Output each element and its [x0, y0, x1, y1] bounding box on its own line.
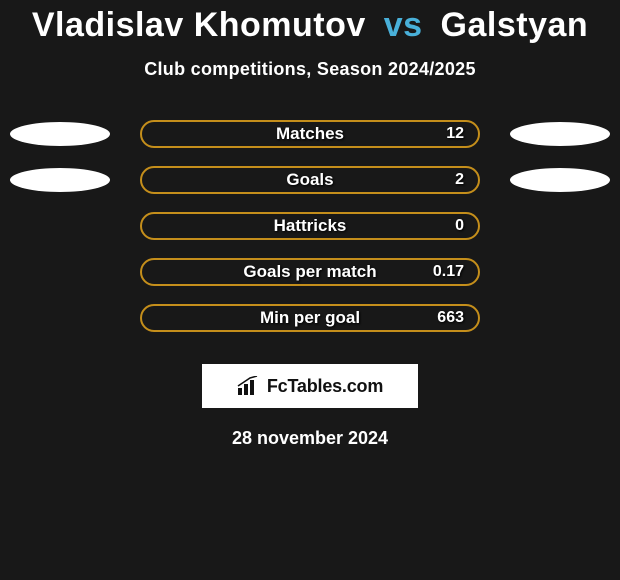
title-player2: Galstyan — [441, 6, 589, 44]
stat-label: Goals per match — [142, 260, 478, 284]
date: 28 november 2024 — [232, 428, 388, 449]
stat-bar: Matches 12 — [140, 120, 480, 148]
logo-text: FcTables.com — [267, 376, 383, 397]
bar-chart-icon — [237, 376, 261, 396]
stat-value: 663 — [437, 306, 464, 330]
stat-value: 12 — [446, 122, 464, 146]
stat-label: Min per goal — [142, 306, 478, 330]
stat-row-hattricks: Hattricks 0 — [0, 212, 620, 240]
stat-row-gpm: Goals per match 0.17 — [0, 258, 620, 286]
ellipse-right — [510, 168, 610, 192]
title-vs: vs — [384, 6, 423, 44]
stat-row-matches: Matches 12 — [0, 120, 620, 148]
ellipse-right — [510, 122, 610, 146]
stat-bar: Goals 2 — [140, 166, 480, 194]
stat-label: Goals — [142, 168, 478, 192]
stat-label: Matches — [142, 122, 478, 146]
stat-bar: Goals per match 0.17 — [140, 258, 480, 286]
stat-bar: Min per goal 663 — [140, 304, 480, 332]
comparison-card: Vladislav Khomutov vs Galstyan Club comp… — [0, 0, 620, 580]
stat-value: 2 — [455, 168, 464, 192]
title-player1: Vladislav Khomutov — [32, 6, 366, 44]
ellipse-left — [10, 168, 110, 192]
stat-label: Hattricks — [142, 214, 478, 238]
stat-bar: Hattricks 0 — [140, 212, 480, 240]
stat-row-goals: Goals 2 — [0, 166, 620, 194]
stat-value: 0.17 — [433, 260, 464, 284]
subtitle: Club competitions, Season 2024/2025 — [144, 59, 476, 80]
stat-row-mpg: Min per goal 663 — [0, 304, 620, 332]
page-title: Vladislav Khomutov vs Galstyan — [32, 6, 588, 45]
stats-rows: Matches 12 Goals 2 Hattricks 0 Goal — [0, 120, 620, 332]
ellipse-left — [10, 122, 110, 146]
stat-value: 0 — [455, 214, 464, 238]
logo-box[interactable]: FcTables.com — [202, 364, 418, 408]
